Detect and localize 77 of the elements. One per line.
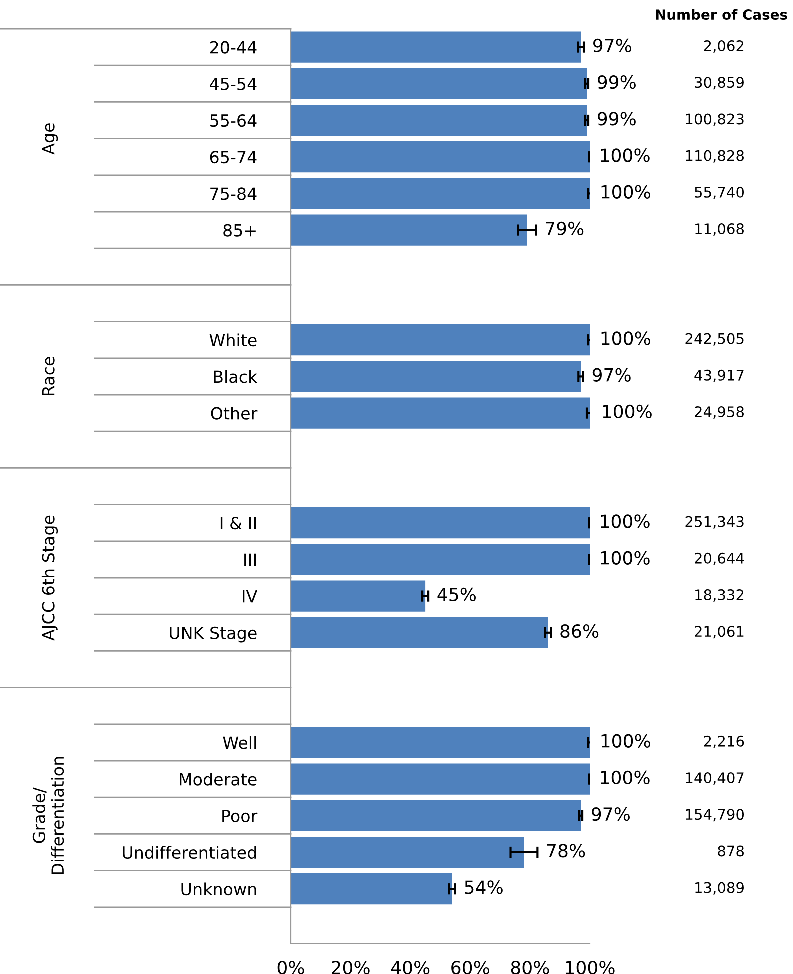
bar <box>291 104 588 136</box>
bar <box>291 580 426 612</box>
bar <box>291 178 590 210</box>
data-label: 78% <box>547 844 586 858</box>
y-tick-label: III <box>244 554 256 566</box>
data-label: 97% <box>592 807 630 822</box>
data-label: 100% <box>603 404 652 419</box>
bar <box>291 214 528 246</box>
text: 18,332 <box>696 590 744 602</box>
data-label: 99% <box>598 75 636 90</box>
data-label: 97% <box>593 38 632 53</box>
text: 43,917 <box>694 370 744 382</box>
text: 21,061 <box>695 626 744 639</box>
y-tick-label: 85+ <box>224 224 256 237</box>
data-label: 97% <box>592 368 631 382</box>
text: 13,089 <box>696 882 744 895</box>
bar <box>291 836 524 868</box>
text: AJCC 6th Stage <box>42 516 58 641</box>
text: 30,859 <box>695 77 744 90</box>
text: 878 <box>718 846 744 857</box>
bar <box>291 32 582 63</box>
y-tick-label: UNK Stage <box>170 626 257 643</box>
text: Race <box>42 357 55 396</box>
bar <box>291 727 590 758</box>
text: Grade/ Differentiation <box>32 757 64 874</box>
bar <box>291 142 590 173</box>
y-tick-label: 65-74 <box>210 151 257 164</box>
bar <box>291 361 582 392</box>
text: 11,068 <box>696 224 744 236</box>
data-label: 45% <box>438 588 476 602</box>
text: 24,958 <box>695 406 744 420</box>
bar <box>291 68 588 100</box>
text: 2,216 <box>704 736 744 748</box>
data-label: 100% <box>602 332 650 346</box>
data-label: 99% <box>598 112 636 126</box>
bar <box>291 324 590 356</box>
bar <box>291 617 548 648</box>
y-tick-label: 75-84 <box>210 188 257 200</box>
y-tick-label: I & II <box>220 517 256 530</box>
bar <box>291 398 590 429</box>
data-label: 54% <box>465 880 503 894</box>
bar <box>291 544 590 576</box>
bar <box>291 764 590 795</box>
y-tick-label: Well <box>223 736 256 750</box>
text: 2,062 <box>704 40 744 54</box>
data-label: 100% <box>602 185 650 199</box>
y-tick-label: Undifferentiated <box>123 846 256 860</box>
y-tick-label: Black <box>214 370 258 384</box>
data-label: 100% <box>601 514 650 528</box>
bar <box>291 508 590 539</box>
text: 55,740 <box>695 186 744 200</box>
data-label: 100% <box>601 770 650 785</box>
y-tick-label: 55-64 <box>210 114 257 128</box>
data-label: 86% <box>560 624 599 638</box>
data-label: 79% <box>546 222 584 236</box>
text: 242,505 <box>686 333 744 346</box>
text: 100,823 <box>686 114 744 126</box>
text: 251,343 <box>686 516 744 529</box>
text: 20,644 <box>695 552 744 566</box>
y-tick-label: White <box>210 334 257 347</box>
y-tick-label: IV <box>242 590 258 603</box>
y-tick-label: Other <box>211 406 258 420</box>
y-tick-label: 20-44 <box>210 41 257 54</box>
y-tick-label: Poor <box>222 810 258 822</box>
text: Age <box>42 124 58 155</box>
data-label: 100% <box>601 148 650 162</box>
bar <box>291 874 452 905</box>
data-label: 100% <box>601 551 650 565</box>
bar <box>291 800 582 832</box>
text: 110,828 <box>686 150 744 163</box>
y-tick-label: 45-54 <box>210 78 257 90</box>
y-tick-label: Unknown <box>182 882 256 896</box>
data-label: 100% <box>602 734 650 748</box>
text: 154,790 <box>686 809 744 822</box>
text: 140,407 <box>686 772 744 786</box>
text: Number of Cases <box>656 9 788 20</box>
y-tick-label: Moderate <box>180 772 257 786</box>
